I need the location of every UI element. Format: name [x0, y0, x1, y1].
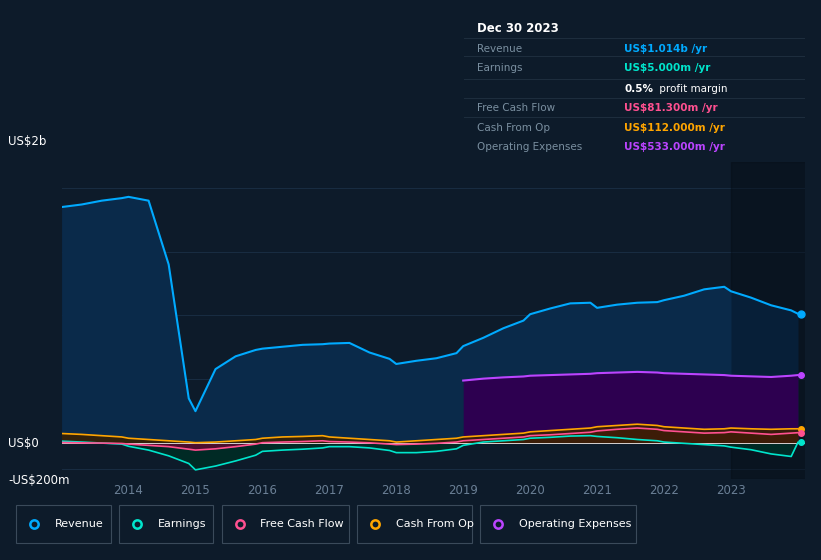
Text: Cash From Op: Cash From Op — [478, 123, 551, 133]
Text: Earnings: Earnings — [158, 519, 206, 529]
Text: Dec 30 2023: Dec 30 2023 — [478, 22, 559, 35]
Text: US$533.000m /yr: US$533.000m /yr — [624, 142, 725, 152]
Text: Operating Expenses: Operating Expenses — [519, 519, 631, 529]
Text: US$5.000m /yr: US$5.000m /yr — [624, 63, 710, 73]
Text: US$0: US$0 — [8, 437, 39, 450]
Text: 0.5%: 0.5% — [624, 84, 653, 94]
Text: Operating Expenses: Operating Expenses — [478, 142, 583, 152]
Text: US$1.014b /yr: US$1.014b /yr — [624, 44, 707, 54]
Text: Cash From Op: Cash From Op — [396, 519, 474, 529]
Text: profit margin: profit margin — [656, 84, 728, 94]
Text: Earnings: Earnings — [478, 63, 523, 73]
Text: Free Cash Flow: Free Cash Flow — [260, 519, 344, 529]
Text: -US$200m: -US$200m — [8, 474, 70, 487]
Text: US$2b: US$2b — [8, 136, 47, 148]
Text: Free Cash Flow: Free Cash Flow — [478, 104, 556, 114]
Bar — [731, 162, 811, 479]
Text: Revenue: Revenue — [478, 44, 523, 54]
Text: Revenue: Revenue — [55, 519, 103, 529]
Text: US$112.000m /yr: US$112.000m /yr — [624, 123, 725, 133]
Text: US$81.300m /yr: US$81.300m /yr — [624, 104, 718, 114]
